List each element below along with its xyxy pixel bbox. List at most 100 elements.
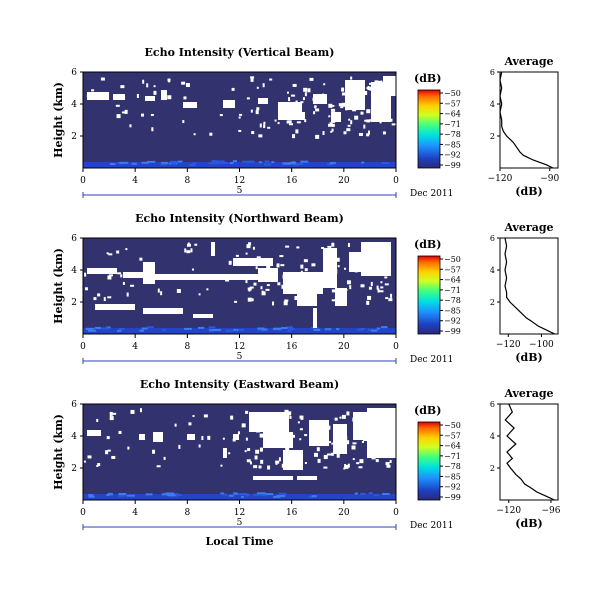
heatmap-missing-cell bbox=[355, 97, 359, 100]
heatmap-missing-cell bbox=[387, 440, 390, 444]
average-title: Average bbox=[503, 221, 553, 234]
heatmap-missing-cell bbox=[268, 434, 273, 439]
colorbar-tick-label: −78 bbox=[444, 130, 461, 139]
heatmap-missing-cell bbox=[391, 414, 394, 419]
heatmap-missing-cell bbox=[342, 299, 345, 302]
heatmap-missing-cell bbox=[286, 91, 289, 94]
heatmap-missing-cell bbox=[379, 290, 384, 293]
heatmap-surface-cell bbox=[228, 494, 234, 497]
heatmap-surface-cell bbox=[96, 326, 102, 329]
colorbar-tick-label: −57 bbox=[444, 265, 461, 274]
heatmap-surface-cell bbox=[161, 161, 168, 164]
heatmap-missing-cell bbox=[219, 114, 223, 117]
heatmap-missing-cell bbox=[385, 297, 389, 300]
heatmap-surface-cell bbox=[245, 493, 250, 496]
colorbar-unit: (dB) bbox=[414, 404, 441, 417]
heatmap-missing-cell bbox=[284, 113, 288, 117]
heatmap-missing-cell bbox=[334, 279, 337, 282]
heatmap-missing-cell bbox=[386, 83, 390, 88]
heatmap-surface-cell bbox=[376, 327, 381, 330]
heatmap-missing-cell bbox=[279, 422, 284, 425]
heatmap-missing-cell bbox=[316, 447, 320, 452]
heatmap-missing-cell bbox=[327, 453, 332, 456]
heatmap-missing-cell bbox=[364, 119, 368, 122]
heatmap-missing-cell bbox=[261, 290, 264, 295]
y-tick-label: 2 bbox=[71, 298, 77, 308]
heatmap-missing-cell bbox=[278, 457, 281, 462]
heatmap-missing-cell bbox=[284, 409, 289, 413]
heatmap-surface-cell bbox=[165, 492, 175, 495]
heatmap-missing-cell bbox=[91, 89, 95, 92]
heatmap-missing-cell bbox=[277, 282, 281, 286]
heatmap-surface-cell bbox=[297, 162, 304, 165]
heatmap-missing-region bbox=[223, 448, 227, 458]
heatmap-missing-region bbox=[283, 272, 323, 294]
heatmap-missing-cell bbox=[97, 293, 101, 297]
heatmap-missing-region bbox=[143, 262, 155, 284]
heatmap-surface-cell bbox=[94, 326, 99, 329]
average-y-tick-label: 6 bbox=[490, 400, 495, 409]
heatmap-missing-cell bbox=[259, 447, 263, 452]
heatmap-missing-region bbox=[113, 94, 125, 100]
heatmap-surface-cell bbox=[242, 160, 250, 163]
heatmap-missing-cell bbox=[366, 119, 371, 123]
panel-title: Echo Intensity (Vertical Beam) bbox=[144, 46, 334, 59]
heatmap-missing-cell bbox=[359, 98, 362, 101]
heatmap-missing-cell bbox=[312, 432, 316, 437]
heatmap-missing-cell bbox=[279, 414, 283, 417]
heatmap-missing-cell bbox=[249, 274, 253, 277]
heatmap-missing-cell bbox=[225, 279, 230, 282]
heatmap-missing-cell bbox=[328, 103, 333, 108]
heatmap-missing-cell bbox=[321, 246, 325, 249]
heatmap-missing-cell bbox=[192, 415, 195, 418]
y-axis-label: Height (km) bbox=[52, 82, 65, 158]
panel-title: Echo Intensity (Eastward Beam) bbox=[140, 378, 339, 391]
heatmap-missing-cell bbox=[304, 92, 307, 97]
heatmap-surface-cell bbox=[211, 162, 220, 165]
heatmap-missing-cell bbox=[181, 81, 186, 85]
colorbar-tick-label: −50 bbox=[444, 89, 461, 98]
heatmap-missing-cell bbox=[347, 124, 351, 127]
heatmap-surface-cell bbox=[264, 160, 270, 163]
x-tick-label: 8 bbox=[184, 342, 190, 352]
heatmap-missing-cell bbox=[311, 263, 316, 267]
heatmap-surface-cell bbox=[368, 492, 373, 495]
heatmap-surface-cell bbox=[258, 161, 263, 164]
heatmap-missing-cell bbox=[367, 295, 372, 300]
heatmap-missing-cell bbox=[328, 123, 333, 127]
heatmap-surface-cell bbox=[162, 328, 167, 331]
average-x-tick-label: −120 bbox=[488, 174, 513, 184]
heatmap-missing-cell bbox=[340, 437, 344, 440]
colorbar-tick-label: −99 bbox=[444, 493, 461, 502]
heatmap-missing-cell bbox=[347, 463, 350, 468]
heatmap-missing-cell bbox=[203, 414, 208, 418]
heatmap-surface-cell bbox=[169, 160, 179, 163]
x-tick-label: 0 bbox=[80, 342, 86, 352]
heatmap-missing-cell bbox=[106, 252, 109, 255]
heatmap-missing-cell bbox=[276, 440, 280, 445]
colorbar-tick-label: −64 bbox=[444, 442, 461, 451]
heatmap-missing-cell bbox=[124, 109, 128, 114]
heatmap-missing-cell bbox=[245, 410, 249, 414]
heatmap-missing-cell bbox=[139, 408, 142, 413]
heatmap-missing-cell bbox=[312, 97, 317, 101]
heatmap-missing-cell bbox=[344, 436, 348, 441]
heatmap-missing-cell bbox=[83, 460, 86, 463]
heatmap-surface-cell bbox=[259, 494, 267, 497]
heatmap-missing-cell bbox=[251, 298, 254, 302]
average-x-tick-label: −96 bbox=[541, 506, 560, 516]
heatmap-missing-cell bbox=[359, 459, 364, 464]
heatmap-missing-cell bbox=[260, 286, 263, 290]
heatmap-missing-cell bbox=[374, 80, 379, 84]
heatmap-missing-cell bbox=[156, 465, 161, 468]
heatmap-missing-cell bbox=[343, 131, 347, 135]
heatmap-missing-cell bbox=[265, 288, 270, 291]
heatmap-surface-cell bbox=[147, 160, 156, 163]
heatmap-missing-cell bbox=[303, 259, 308, 263]
x-tick-label: 8 bbox=[184, 508, 190, 518]
heatmap-missing-cell bbox=[347, 243, 350, 248]
heatmap-missing-cell bbox=[198, 293, 201, 296]
heatmap-missing-cell bbox=[259, 278, 264, 282]
heatmap-missing-cell bbox=[300, 101, 304, 104]
heatmap-missing-cell bbox=[86, 95, 91, 98]
